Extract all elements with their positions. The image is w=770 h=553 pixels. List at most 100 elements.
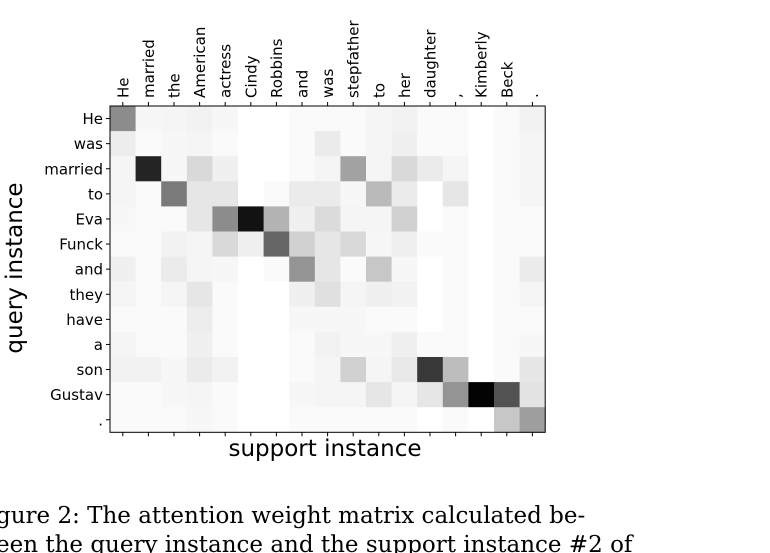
x-axis-tick-labels: He married the American actress Cindy Robbins a… xyxy=(114,19,542,98)
cell-12-2 xyxy=(161,407,188,433)
cell-10-12 xyxy=(417,357,444,383)
cell-2-1 xyxy=(135,156,162,182)
cell-10-7 xyxy=(289,357,316,383)
cell-7-9 xyxy=(340,281,367,308)
cell-12-1 xyxy=(135,407,162,433)
x-tick-label: and xyxy=(294,70,312,98)
y-tick-label: son xyxy=(77,361,104,379)
x-tick-label: married xyxy=(140,39,158,98)
cell-11-2 xyxy=(161,382,188,408)
cell-11-4 xyxy=(212,382,239,408)
cell-0-16 xyxy=(519,106,546,132)
cell-10-6 xyxy=(263,357,290,383)
cell-5-6 xyxy=(263,231,290,257)
cell-5-14 xyxy=(468,231,495,257)
cell-9-10 xyxy=(366,331,392,358)
cell-9-8 xyxy=(314,331,341,358)
cell-10-2 xyxy=(161,357,188,383)
cell-10-11 xyxy=(391,357,418,383)
cell-12-15 xyxy=(494,407,520,433)
cell-5-5 xyxy=(238,231,264,257)
cell-3-10 xyxy=(366,181,392,207)
cell-7-13 xyxy=(442,281,469,308)
cell-10-1 xyxy=(135,357,162,383)
cell-1-7 xyxy=(289,131,316,157)
cell-2-10 xyxy=(366,156,392,182)
x-tick-label: , xyxy=(447,93,465,98)
cell-7-4 xyxy=(212,281,239,308)
cell-1-2 xyxy=(161,131,188,157)
cell-2-11 xyxy=(391,156,418,182)
cell-9-11 xyxy=(391,331,418,358)
cell-12-10 xyxy=(366,407,392,433)
cell-8-12 xyxy=(417,306,444,333)
x-tick-label: He xyxy=(114,77,132,98)
cell-4-7 xyxy=(289,206,316,232)
cell-8-8 xyxy=(314,306,341,333)
cell-6-0 xyxy=(110,256,136,283)
cell-7-5 xyxy=(238,281,264,308)
cell-3-5 xyxy=(238,181,264,207)
cell-12-9 xyxy=(340,407,367,433)
cell-12-13 xyxy=(442,407,469,433)
cell-1-8 xyxy=(314,131,341,157)
cell-8-2 xyxy=(161,306,188,333)
cell-0-8 xyxy=(314,106,341,132)
cell-5-15 xyxy=(494,231,520,257)
cell-7-1 xyxy=(135,281,162,308)
cell-1-15 xyxy=(494,131,520,157)
cell-9-0 xyxy=(110,331,136,358)
cell-3-14 xyxy=(468,181,495,207)
cell-4-9 xyxy=(340,206,367,232)
y-tick-label: and xyxy=(75,261,103,279)
x-tick-label: was xyxy=(319,69,337,98)
cell-9-2 xyxy=(161,331,188,358)
x-tick-label: Cindy xyxy=(242,55,260,98)
cell-6-7 xyxy=(289,256,316,283)
cell-10-13 xyxy=(442,357,469,383)
x-tick-label: Beck xyxy=(498,61,516,98)
cell-3-2 xyxy=(161,181,188,207)
cell-4-6 xyxy=(263,206,290,232)
cell-7-0 xyxy=(110,281,136,308)
cell-9-12 xyxy=(417,331,444,358)
cell-10-4 xyxy=(212,357,239,383)
cell-4-12 xyxy=(417,206,444,232)
cell-9-15 xyxy=(494,331,520,358)
cell-1-11 xyxy=(391,131,418,157)
cell-7-16 xyxy=(519,281,546,308)
y-axis-ticks xyxy=(106,118,110,421)
cell-12-14 xyxy=(468,407,495,433)
cell-1-4 xyxy=(212,131,239,157)
x-tick-label: to xyxy=(370,83,388,98)
cell-12-11 xyxy=(391,407,418,433)
cell-12-5 xyxy=(238,407,264,433)
cell-11-1 xyxy=(135,382,162,408)
cell-10-16 xyxy=(519,357,546,383)
cell-3-0 xyxy=(110,181,136,207)
cell-3-16 xyxy=(519,181,546,207)
y-tick-label: was xyxy=(74,135,103,153)
cell-2-15 xyxy=(494,156,520,182)
cell-6-2 xyxy=(161,256,188,283)
y-tick-label: . xyxy=(98,411,103,429)
cell-8-1 xyxy=(135,306,162,333)
cell-10-9 xyxy=(340,357,367,383)
cell-5-10 xyxy=(366,231,392,257)
cell-7-2 xyxy=(161,281,188,308)
cell-2-4 xyxy=(212,156,239,182)
cell-8-0 xyxy=(110,306,136,333)
cell-8-15 xyxy=(494,306,520,333)
cell-0-6 xyxy=(263,106,290,132)
cell-3-13 xyxy=(442,181,469,207)
cell-3-7 xyxy=(289,181,316,207)
cell-2-0 xyxy=(110,156,136,182)
cell-11-8 xyxy=(314,382,341,408)
cell-11-13 xyxy=(442,382,469,408)
cell-9-16 xyxy=(519,331,546,358)
cell-0-9 xyxy=(340,106,367,132)
cell-4-13 xyxy=(442,206,469,232)
cell-2-9 xyxy=(340,156,367,182)
cell-8-14 xyxy=(468,306,495,333)
